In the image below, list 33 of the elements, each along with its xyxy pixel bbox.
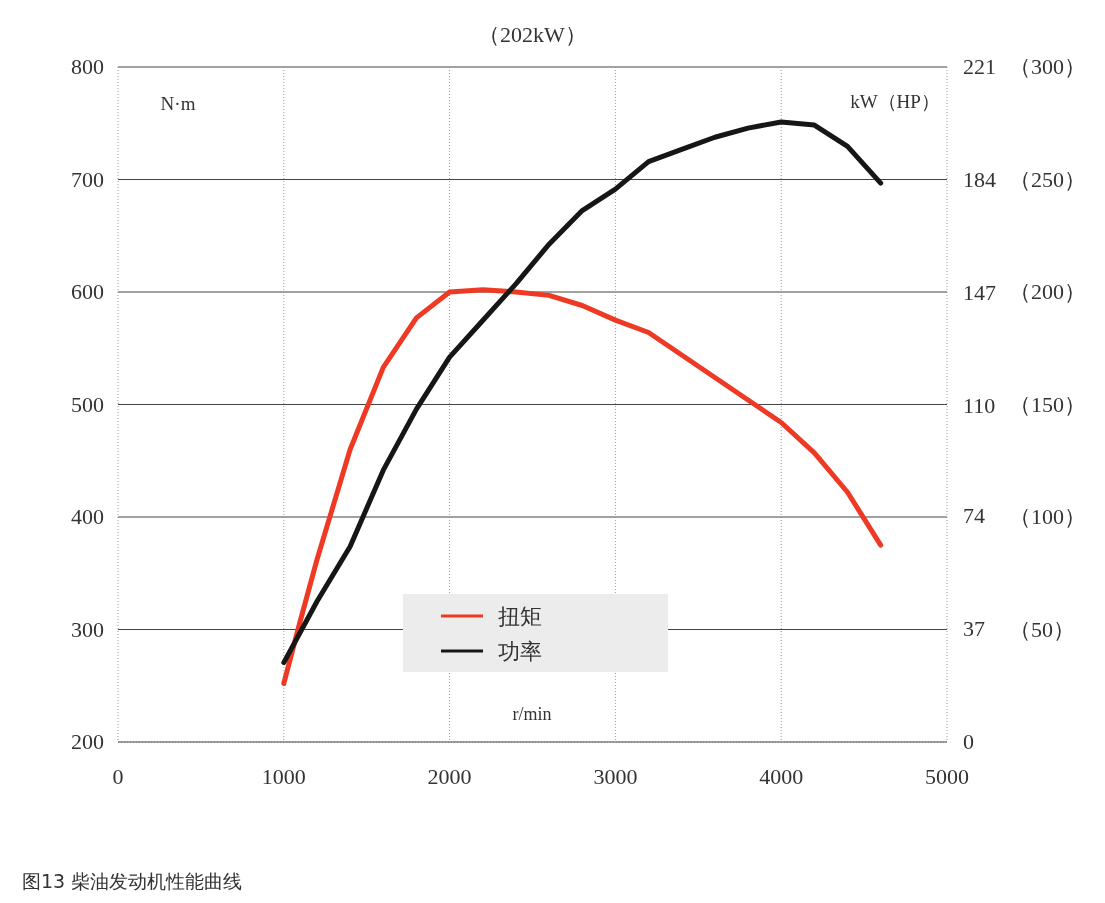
x-tick-label: 4000 xyxy=(759,764,804,789)
y2-tick-label: 0 xyxy=(963,729,974,754)
y2-tick-label: 184 xyxy=(963,167,996,193)
y2-tick-label: 221 xyxy=(963,54,996,79)
legend-label: 扭矩 xyxy=(498,604,542,629)
x-axis-title: r/min xyxy=(512,704,552,724)
x-tick-label: 1000 xyxy=(261,764,306,789)
y2-tick-label: 37 xyxy=(963,615,985,641)
x-tick-label: 0 xyxy=(112,764,124,789)
y3-tick-label: （50） xyxy=(1009,616,1075,642)
y-tick-label: 300 xyxy=(71,616,104,642)
y3-tick-label: （250） xyxy=(1009,166,1086,192)
y-tick-label: 200 xyxy=(71,729,104,754)
y-tick-label: 800 xyxy=(71,54,104,79)
legend-label: 功率 xyxy=(498,639,542,664)
y3-tick-label: （100） xyxy=(1009,504,1086,529)
chart-title: （202kW） xyxy=(478,22,587,47)
y-tick-label: 700 xyxy=(71,166,104,192)
y2-tick-label: 147 xyxy=(963,280,996,306)
y2-axis-title: kW（HP） xyxy=(850,91,940,112)
x-tick-label: 3000 xyxy=(593,764,638,789)
x-tick-label: 2000 xyxy=(427,764,472,789)
y-tick-label: 600 xyxy=(71,279,104,304)
x-tick-label: 5000 xyxy=(925,764,969,789)
y3-tick-label: （150） xyxy=(1009,391,1086,417)
y2-tick-label: 110 xyxy=(963,393,996,419)
y3-tick-label: （200） xyxy=(1009,279,1086,304)
y-axis-title: N·m xyxy=(160,93,196,114)
y2-tick-label: 74 xyxy=(963,502,985,528)
y3-tick-label: （300） xyxy=(1009,54,1086,79)
caption: 图13 柴油发动机性能曲线 xyxy=(22,870,243,892)
y-tick-label: 500 xyxy=(71,391,104,417)
y-tick-label: 400 xyxy=(71,504,104,529)
